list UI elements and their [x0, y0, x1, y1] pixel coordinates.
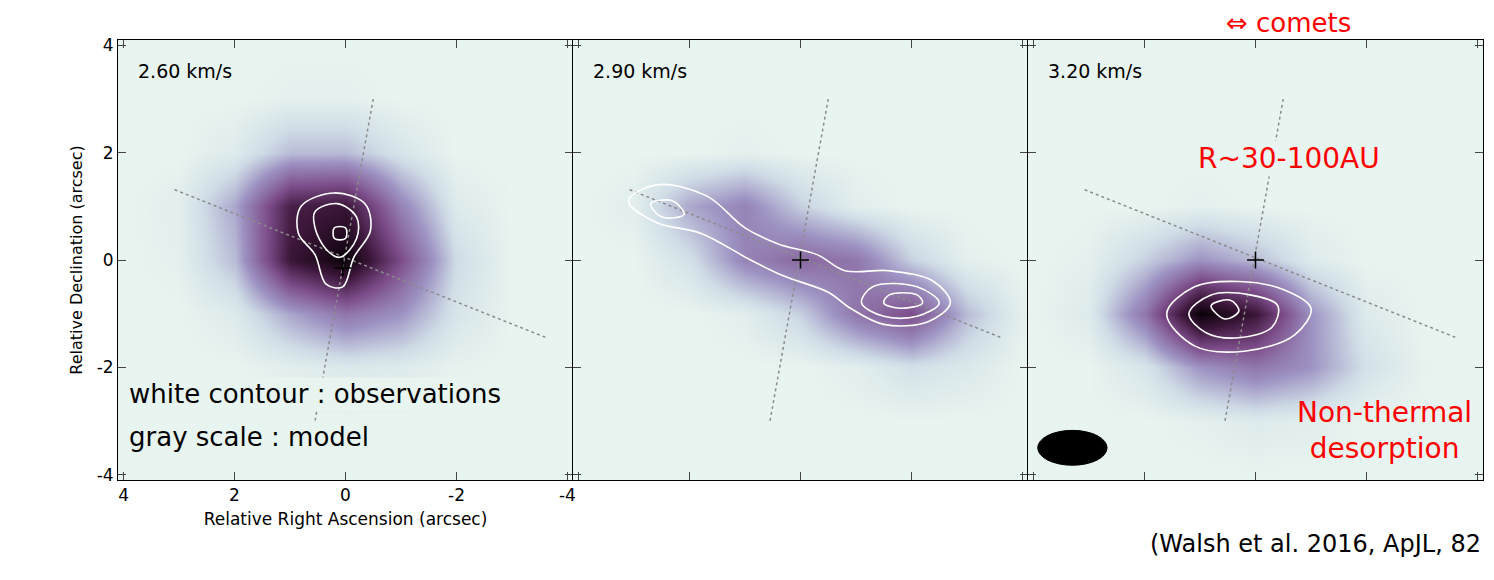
svg-text:⇔ comets: ⇔ comets — [1226, 8, 1351, 38]
svg-text:white contour : observations: white contour : observations — [129, 379, 501, 409]
svg-text:Relative Declination (arcsec): Relative Declination (arcsec) — [67, 145, 86, 374]
svg-text:Relative Right Ascension (arcs: Relative Right Ascension (arcsec) — [204, 509, 488, 529]
svg-text:R~30-100AU: R~30-100AU — [1198, 142, 1380, 175]
svg-text:2: 2 — [229, 485, 240, 505]
svg-text:(Walsh et al. 2016, ApJL, 82: (Walsh et al. 2016, ApJL, 82 — [1150, 530, 1481, 558]
svg-text:2.60 km/s: 2.60 km/s — [138, 60, 232, 82]
svg-text:-2: -2 — [97, 357, 114, 377]
svg-text:gray scale : model: gray scale : model — [129, 422, 369, 452]
svg-text:0: 0 — [340, 485, 351, 505]
svg-text:2.90 km/s: 2.90 km/s — [593, 60, 687, 82]
svg-text:0: 0 — [103, 250, 114, 270]
svg-text:4: 4 — [103, 35, 114, 55]
svg-text:-4: -4 — [559, 485, 576, 505]
svg-text:2: 2 — [103, 143, 114, 163]
svg-text:3.20 km/s: 3.20 km/s — [1048, 60, 1142, 82]
svg-text:4: 4 — [118, 485, 129, 505]
svg-text:Non-thermaldesorption: Non-thermaldesorption — [1297, 396, 1472, 465]
svg-text:-4: -4 — [97, 465, 114, 485]
svg-text:-2: -2 — [448, 485, 465, 505]
